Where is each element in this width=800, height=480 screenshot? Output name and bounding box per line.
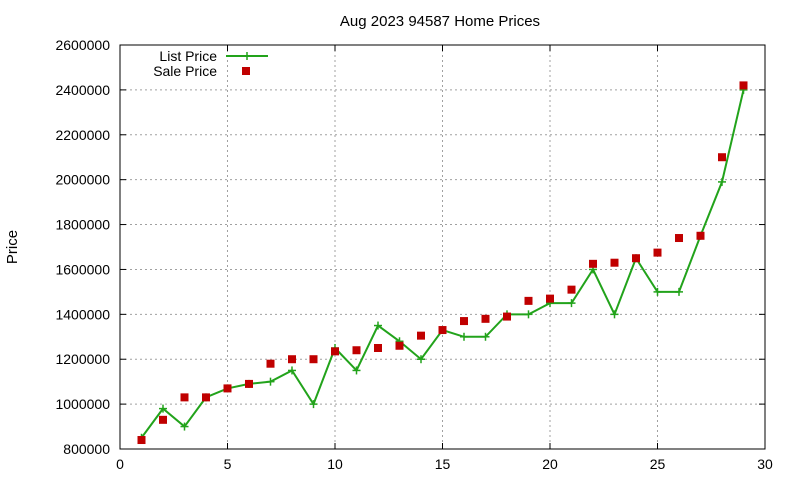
list-price-point [417,355,425,364]
sale-price-point [352,346,361,355]
plot-frame [119,44,766,450]
legend-swatch-sale-price [242,67,250,75]
plot-area [137,81,748,445]
list-price-point [288,366,296,375]
list-price-point [309,400,318,409]
sale-price-point [567,285,576,294]
y-tick-label: 1000000 [55,396,110,412]
sale-price-point [331,347,339,356]
sale-price-point [460,317,468,326]
sale-price-point [675,234,683,243]
sale-price-point [395,341,404,350]
y-tick-label: 1200000 [55,351,110,367]
list-price-point [718,177,726,186]
list-price-point [180,422,189,431]
grid [120,45,765,449]
legend-label-sale-price: Sale Price [153,63,217,79]
list-price-point [352,366,361,375]
sale-price-point [180,393,189,402]
x-tick-label: 30 [757,456,773,472]
sale-price-point [159,415,167,424]
x-tick-label: 25 [650,456,666,472]
chart-title: Aug 2023 94587 Home Prices [340,13,540,30]
legend-plus-marker [243,52,251,60]
sale-price-point [503,312,511,321]
sale-price-point [438,326,447,335]
x-tick-label: 10 [327,456,343,472]
sale-price-point [546,294,554,303]
sale-price-point [266,359,275,368]
y-tick-label: 1600000 [55,261,110,277]
sale-price-point [718,153,726,162]
y-tick-label: 800000 [63,441,110,457]
sale-price-point [223,384,232,393]
sale-price-point [288,355,296,364]
y-tick-label: 2600000 [55,37,110,53]
y-tick-label: 2000000 [55,172,110,188]
x-tick-label: 20 [542,456,558,472]
sale-price-point [481,314,490,323]
list-price-point [610,310,619,319]
list-price-point [266,377,275,386]
sale-price-point [524,296,533,305]
sale-price-point [309,355,318,364]
x-tick-label: 15 [435,456,451,472]
sale-price-point [653,248,662,257]
list-price-point [675,287,683,296]
sale-price-point [202,393,210,402]
legend-label-list-price: List Price [159,48,217,64]
list-price-point [159,404,167,413]
legend: List Price Sale Price [153,48,268,79]
sale-price-point [417,331,425,340]
x-tick-label: 0 [116,456,124,472]
list-price-point [460,332,468,341]
sale-price-point [610,258,619,267]
sale-price-point [137,436,146,445]
y-axis-label: Price [4,230,21,264]
list-price-point [524,310,533,319]
y-tick-label: 2200000 [55,127,110,143]
list-price-point [567,299,576,308]
sale-price-point [696,231,705,240]
legend-swatch-list-price [226,52,268,60]
y-tick-label: 1800000 [55,217,110,233]
list-price-point [374,321,382,330]
list-price-point [653,287,662,296]
x-tick-label: 5 [224,456,232,472]
sale-price-point [245,379,253,388]
sale-price-point [632,254,640,263]
y-tick-label: 1400000 [55,306,110,322]
sale-price-point [374,344,382,352]
sale-price-point [589,259,597,268]
legend-square-marker [242,67,250,75]
series-sale-price [137,81,748,445]
sale-price-point [739,81,748,90]
y-tick-label: 2400000 [55,82,110,98]
list-price-point [481,332,490,341]
